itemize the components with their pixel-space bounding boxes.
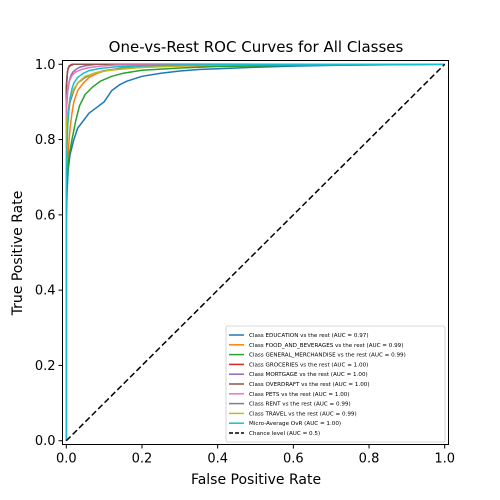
y-tick-label: 0.4	[35, 284, 56, 299]
y-tick-label: 0.2	[35, 359, 56, 374]
legend-label-5: Class OVERDRAFT vs the rest (AUC = 1.00)	[249, 382, 370, 388]
x-tick-label: 0.4	[207, 452, 228, 467]
legend-label-4: Class MORTGAGE vs the rest (AUC = 1.00)	[249, 372, 368, 378]
series-line-5	[65, 63, 445, 441]
legend-label-8: Class TRAVEL vs the rest (AUC = 0.99)	[249, 411, 357, 417]
legend-label-1: Class FOOD_AND_BEVERAGES vs the rest (AU…	[249, 343, 403, 349]
y-axis-label: True Positive Rate	[10, 191, 26, 317]
legend: Class EDUCATION vs the rest (AUC = 0.97)…	[225, 325, 446, 443]
series-line-10	[65, 63, 446, 442]
legend-box	[225, 325, 446, 443]
x-tick-label: 1.0	[434, 452, 455, 467]
y-tick-label: 1.0	[35, 58, 56, 73]
legend-label-3: Class GROCERIES vs the rest (AUC = 1.00)	[249, 362, 368, 368]
series-line-6	[65, 63, 445, 441]
legend-label-7: Class RENT vs the rest (AUC = 0.99)	[249, 402, 351, 408]
x-axis-label: False Positive Rate	[191, 472, 321, 488]
legend-label-0: Class EDUCATION vs the rest (AUC = 0.97)	[249, 333, 369, 339]
tick-layer: 0.0 0.2 0.4 0.6 0.8 1.0 0.0 0.2 0.4 0.6 0.8 1.0	[35, 58, 455, 467]
x-tick-label: 0.8	[359, 452, 380, 467]
series-line-0	[65, 63, 445, 441]
y-tick-label: 0.0	[35, 434, 56, 449]
x-tick-label: 0.2	[132, 452, 153, 467]
y-tick-label: 0.8	[35, 133, 56, 148]
legend-label-2: Class GENERAL_MERCHANDISE vs the rest (A…	[249, 353, 406, 359]
series-line-9	[65, 63, 445, 441]
series-line-2	[65, 63, 445, 441]
x-tick-label: 0.0	[56, 452, 77, 467]
legend-label-6: Class PETS vs the rest (AUC = 1.00)	[249, 392, 350, 398]
y-tick-label: 0.6	[35, 208, 56, 223]
series-layer	[65, 63, 446, 442]
legend-label-10: Chance level (AUC = 0.5)	[249, 431, 320, 437]
chart-title: One-vs-Rest ROC Curves for All Classes	[109, 38, 404, 56]
legend-label-9: Micro-Average OvR (AUC = 1.00)	[249, 421, 341, 427]
plot-area-frame	[62, 60, 449, 445]
x-tick-label: 0.6	[283, 452, 304, 467]
